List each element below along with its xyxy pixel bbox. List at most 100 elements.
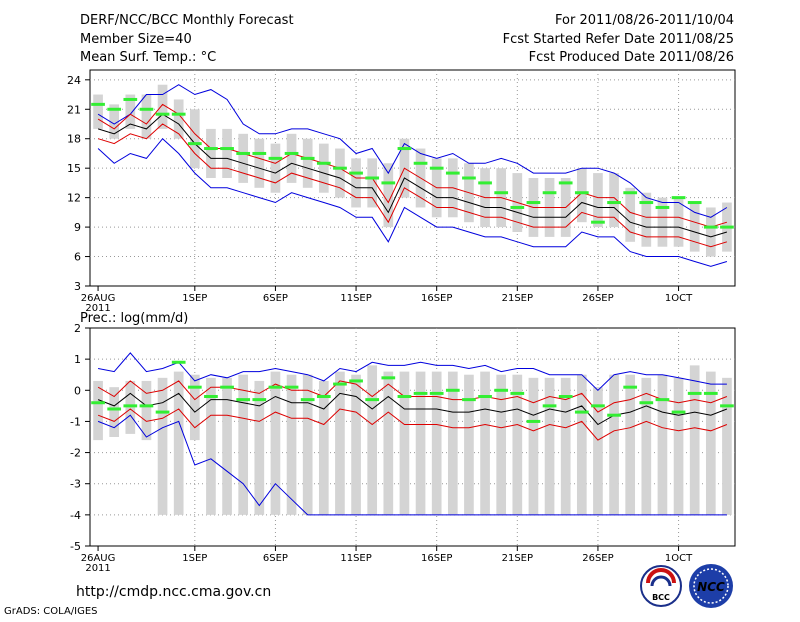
prec-observed-marker: [187, 385, 202, 389]
temp-x-tick-sublabel: 2011: [85, 303, 110, 314]
prec-observed-marker: [252, 398, 267, 402]
temp-y-tick-label: 24: [67, 74, 81, 87]
temp-axes-frame: [89, 69, 736, 287]
prec-y-tick-label: -1: [70, 415, 81, 428]
temp-min-line: [97, 137, 728, 267]
prec-member-box: [722, 377, 732, 515]
prec-member-box: [544, 377, 555, 515]
chart-title: DERF/NCC/BCC Monthly Forecast: [80, 13, 294, 28]
temp-x-tick-label: 16SEP: [421, 293, 452, 304]
temp-observed-marker: [687, 201, 702, 205]
temp-observed-marker: [703, 225, 718, 229]
prec-axes-frame: [89, 327, 736, 547]
temp-member-box: [125, 94, 136, 129]
temp-member-box: [367, 158, 378, 208]
prec-x-tick-label: 26SEP: [582, 553, 613, 564]
member-size: Member Size=40: [80, 32, 192, 47]
prec-y-tick-label: 2: [74, 322, 81, 335]
prec-member-box: [189, 374, 200, 441]
temp-observed-marker: [720, 225, 734, 229]
ncc-logo: NCC: [689, 564, 733, 608]
temp-mean-line: [97, 113, 728, 238]
prec-observed-marker: [623, 385, 638, 389]
prec-member-box: [335, 371, 345, 515]
prec-observed-marker: [171, 360, 186, 364]
prec-member-box: [447, 371, 458, 515]
temp-observed-marker: [462, 176, 476, 180]
prec-observed-marker: [349, 379, 363, 383]
prec-observed-marker: [591, 404, 605, 408]
prec-observed-marker: [542, 404, 557, 408]
prec-x-tick-label: 1OCT: [665, 553, 693, 564]
temp-member-box: [609, 173, 619, 228]
prec-member-box: [318, 380, 329, 515]
temp-observed-marker: [187, 142, 202, 146]
prec-observed-marker: [429, 391, 444, 395]
prec-observed-marker: [107, 407, 122, 411]
prec-x-tick-label: 21SEP: [502, 553, 533, 564]
prec-y-tick-label: -3: [70, 478, 81, 491]
temp-observed-marker: [123, 97, 138, 101]
prec-member-box: [609, 374, 619, 515]
prec-max-line: [98, 352, 727, 391]
temp-lower-line: [97, 123, 728, 248]
prec-observed-marker: [333, 382, 347, 386]
precip-label: Prec.: log(mm/d): [80, 311, 188, 326]
prec-observed-marker: [123, 404, 138, 408]
prec-observed-marker: [413, 391, 428, 395]
prec-x-tick-label: 6SEP: [263, 553, 288, 564]
temp-observed-marker: [510, 205, 525, 209]
temp-observed-marker: [655, 205, 670, 209]
prec-member-box: [560, 377, 571, 515]
prec-member-box: [238, 374, 249, 515]
temp-y-tick-label: 6: [74, 251, 81, 264]
temp-member-box: [576, 168, 587, 223]
variable-label: Mean Surf. Temp.: °C: [80, 50, 216, 65]
temp-observed-marker: [558, 181, 573, 185]
temp-member-box: [238, 133, 249, 183]
prec-member-box: [480, 371, 490, 515]
prec-member-box: [302, 374, 313, 515]
prec-member-box: [528, 377, 539, 515]
temp-member-box: [625, 187, 636, 242]
temp-observed-marker: [236, 151, 251, 155]
prec-y-tick-label: -2: [70, 447, 81, 460]
temp-member-box: [383, 163, 394, 228]
temp-member-box: [335, 148, 345, 198]
temp-y-tick-label: 15: [67, 162, 81, 175]
temp-upper-line: [97, 103, 728, 228]
prec-member-box: [593, 387, 603, 515]
temp-y-tick-label: 21: [67, 103, 81, 116]
temp-observed-marker: [155, 112, 170, 116]
temp-observed-marker: [623, 191, 638, 195]
prec-member-box: [464, 374, 474, 515]
prec-member-box: [657, 374, 668, 515]
temp-observed-marker: [139, 107, 154, 111]
temp-observed-marker: [333, 166, 347, 170]
prec-member-box: [367, 365, 378, 515]
temp-y-tick-label: 3: [74, 280, 81, 293]
temp-member-box: [109, 104, 120, 139]
temp-member-box: [673, 197, 684, 247]
prec-observed-marker: [139, 404, 154, 408]
temp-x-tick-label: 11SEP: [340, 293, 371, 304]
prec-member-box: [173, 371, 184, 515]
prec-member-box: [496, 374, 507, 515]
temp-observed-marker: [478, 181, 492, 185]
bcc-logo-text: BCC: [652, 593, 670, 602]
temp-member-box: [351, 158, 361, 208]
prec-member-box: [206, 377, 216, 515]
prec-member-box: [431, 371, 442, 515]
temp-x-tick-label: 26AUG: [81, 293, 116, 304]
temp-member-box: [189, 109, 200, 169]
prec-observed-marker: [445, 388, 460, 392]
temp-member-box: [157, 84, 168, 129]
temp-observed-marker: [204, 147, 218, 151]
prec-member-box: [141, 380, 152, 441]
temp-member-box: [657, 197, 668, 247]
prec-min-line: [97, 414, 727, 516]
temp-member-box: [689, 202, 700, 252]
prec-x-tick-label: 1SEP: [182, 553, 207, 564]
temp-observed-marker: [429, 166, 444, 170]
temp-y-tick-label: 9: [74, 221, 81, 234]
